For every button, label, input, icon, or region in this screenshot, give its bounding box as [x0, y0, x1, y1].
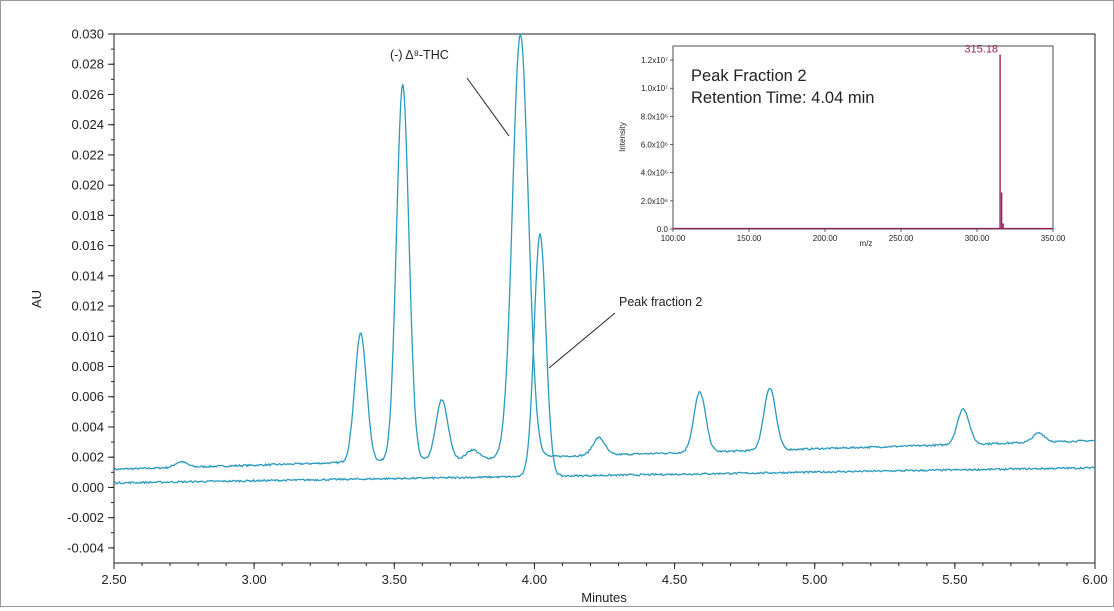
main-plot-area — [113, 33, 1096, 564]
y-tick-label: 0.012 — [71, 299, 104, 314]
x-tick-label: 3.00 — [241, 572, 266, 587]
inset-axes: 0.0 2.0x10⁶ 4.0x10⁶ 6.0x10⁶ 8.0x10⁶ 1.0x10⁷ 1.… — [641, 56, 1066, 243]
y-tick-label: 0.026 — [71, 87, 104, 102]
inset-x-tick-label: 200.00 — [813, 234, 838, 243]
inset-y-tick-label: 4.0x10⁶ — [641, 169, 668, 178]
inset-x-tick-label: 350.00 — [1041, 234, 1066, 243]
inset-y-tick-label: 2.0x10⁶ — [641, 197, 668, 206]
x-tick-label: 5.50 — [942, 572, 967, 587]
y-tick-label: -0.004 — [67, 540, 104, 555]
x-axis-label: Minutes — [581, 590, 627, 605]
y-tick-label: 0.028 — [71, 57, 104, 72]
y-tick-label: 0.010 — [71, 329, 104, 344]
main-series — [113, 32, 1096, 485]
inset-y-tick-label: 8.0x10⁶ — [641, 112, 668, 121]
chromatogram-trace — [113, 233, 1096, 485]
y-tick-label: 0.000 — [71, 480, 104, 495]
inset-note-line2: Retention Time: 4.04 min — [691, 89, 874, 107]
annotation-leader-peak-fraction — [548, 312, 616, 369]
inset-note-line1: Peak Fraction 2 — [691, 67, 807, 85]
spectrum-peak-label: 315.18 — [964, 43, 998, 55]
y-tick-label: 0.008 — [71, 359, 104, 374]
inset-x-axis-label: m/z — [860, 239, 873, 248]
x-tick-label: 5.00 — [802, 572, 827, 587]
main-axes: 0.030 0.028 0.026 0.024 0.022 0.020 0.018 0.016… — [67, 27, 1108, 588]
x-tick-label: 3.50 — [382, 572, 407, 587]
inset-x-tick-label: 100.00 — [661, 234, 686, 243]
annotation-thc: (-) Δ⁸-THC — [390, 48, 449, 62]
inset-x-tick-label: 300.00 — [965, 234, 990, 243]
y-tick-label: 0.004 — [71, 419, 104, 434]
inset-x-tick-label: 150.00 — [737, 234, 762, 243]
annotation-leader-thc — [466, 77, 510, 137]
y-tick-label: -0.002 — [67, 510, 104, 525]
inset-y-tick-label: 6.0x10⁶ — [641, 141, 668, 150]
x-tick-label: 4.00 — [522, 572, 547, 587]
inset-y-tick-label: 0.0 — [657, 225, 669, 234]
y-tick-label: 0.018 — [71, 208, 104, 223]
y-tick-label: 0.030 — [71, 27, 104, 42]
y-tick-label: 0.024 — [71, 117, 104, 132]
inset-x-tick-label: 250.00 — [889, 234, 914, 243]
y-tick-label: 0.020 — [71, 178, 104, 193]
y-tick-label: 0.002 — [71, 450, 104, 465]
inset-series: 315.18 — [673, 43, 1053, 230]
y-tick-label: 0.022 — [71, 147, 104, 162]
x-tick-label: 6.00 — [1082, 572, 1107, 587]
y-tick-label: 0.006 — [71, 389, 104, 404]
x-tick-label: 4.50 — [662, 572, 687, 587]
inset-y-tick-label: 1.2x10⁷ — [641, 56, 668, 65]
y-tick-label: 0.014 — [71, 268, 104, 283]
inset-y-tick-label: 1.0x10⁷ — [641, 84, 668, 93]
inset-background — [601, 39, 1066, 254]
inset-y-axis-label: Intensity — [618, 122, 627, 152]
y-tick-label: 0.016 — [71, 238, 104, 253]
chromatogram-trace — [113, 32, 1096, 471]
x-tick-label: 2.50 — [101, 572, 126, 587]
annotation-peak-fraction: Peak fraction 2 — [619, 295, 702, 309]
y-axis-label: AU — [29, 290, 44, 308]
